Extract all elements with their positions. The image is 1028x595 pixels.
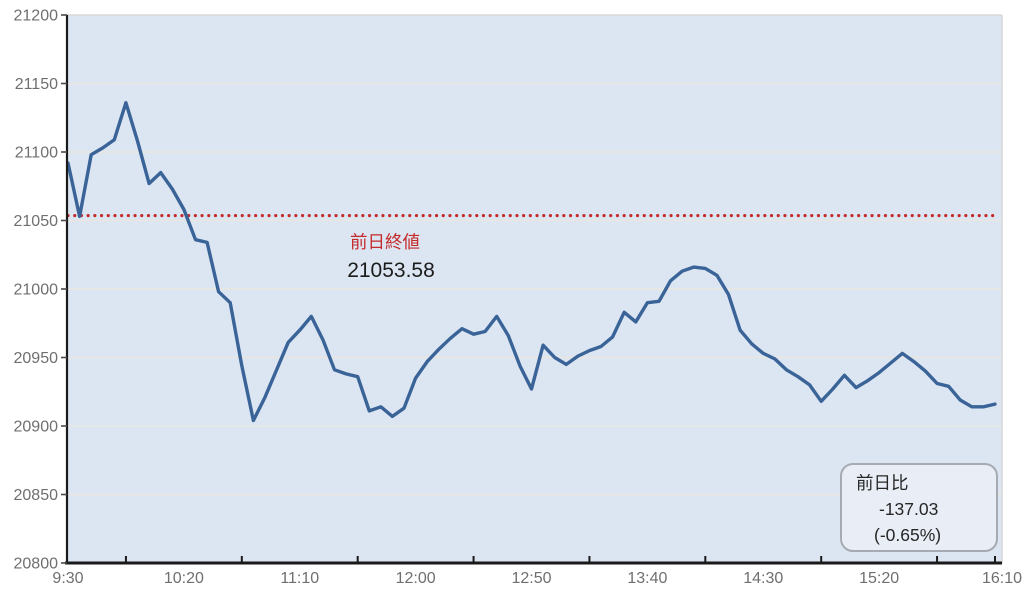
daily-change-title: 前日比 [856,473,909,493]
y-axis-label: 21150 [15,76,58,93]
y-axis-label: 20800 [14,556,59,573]
y-axis-label: 21200 [14,8,59,25]
x-axis-label: 11:10 [280,570,319,587]
prev-close-label: 前日終値 [350,232,420,252]
x-axis-label: 12:00 [396,570,436,587]
prev-close-value: 21053.58 [347,259,435,282]
x-axis-label: 9:30 [52,570,83,587]
y-axis-label: 20950 [14,350,59,367]
y-axis-label: 20900 [14,419,59,436]
x-axis-label: 14:30 [743,570,783,587]
x-axis-label: 10:20 [164,570,204,587]
y-axis-label: 21000 [14,282,59,299]
x-axis-label: 12:50 [511,570,551,587]
y-axis-label: 20850 [14,487,59,504]
x-axis-label: 13:40 [627,570,667,587]
y-axis-label: 21050 [14,213,59,230]
y-axis-label: 21100 [15,145,58,162]
daily-change-box: 前日比 -137.03 (-0.65%) [840,463,998,552]
x-axis-label: 15:20 [859,570,899,587]
price-line [66,100,997,423]
daily-change-value: -137.03 [879,499,939,519]
x-axis-label: 16:10 [982,570,1022,587]
daily-change-percent: (-0.65%) [874,525,942,545]
